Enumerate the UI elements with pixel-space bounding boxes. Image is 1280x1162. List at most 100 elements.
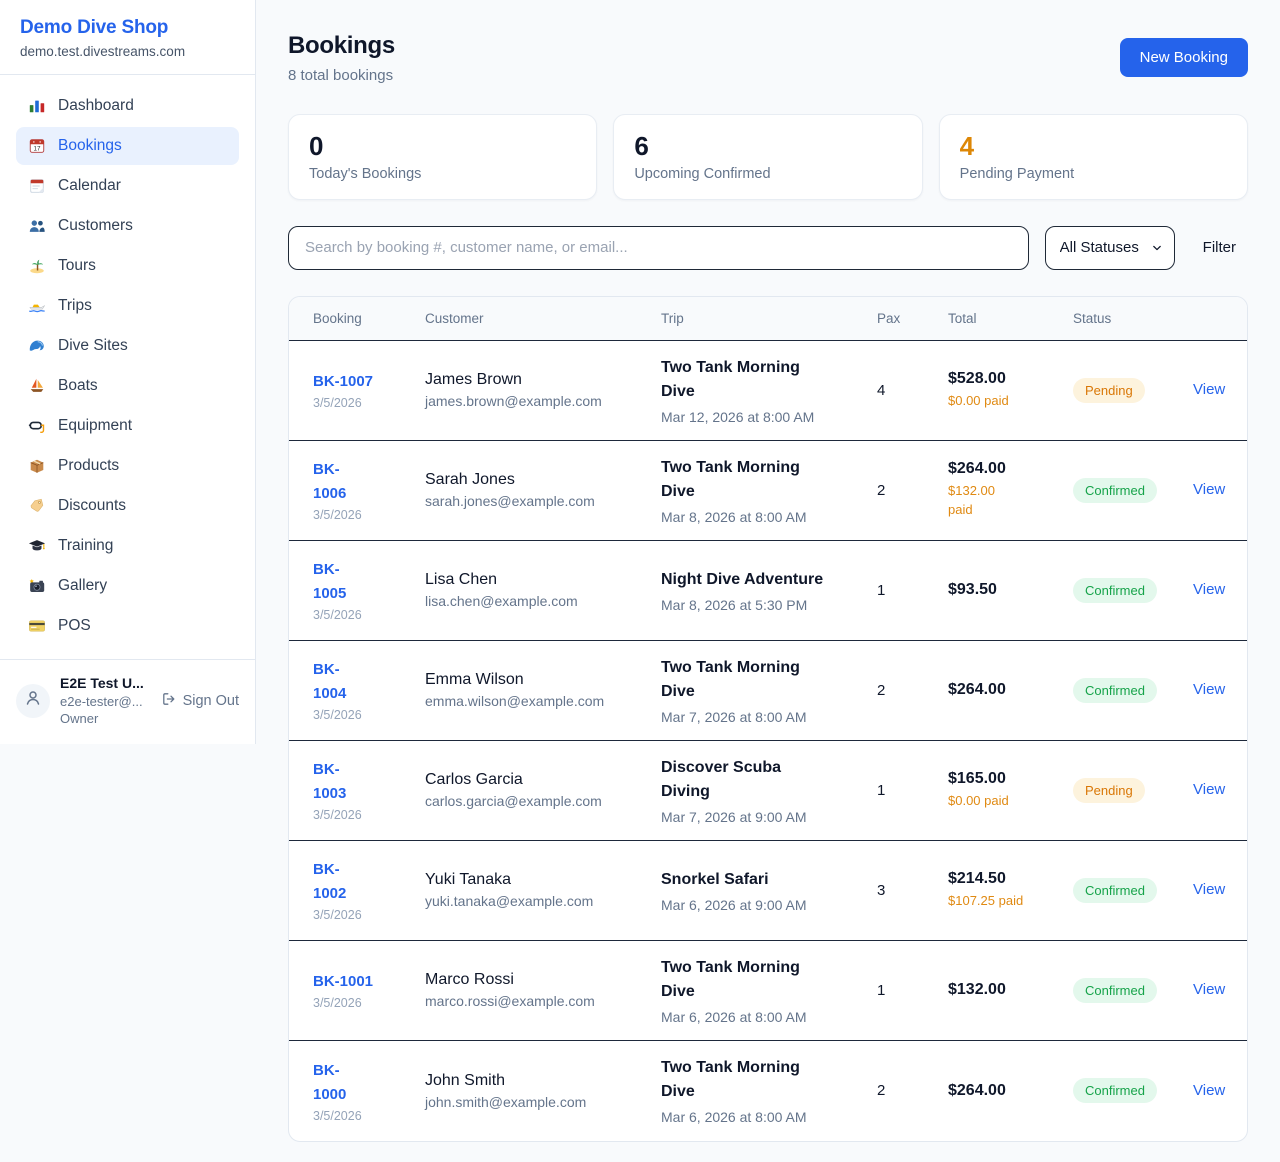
sidebar-item-tours[interactable]: Tours <box>16 247 239 285</box>
sidebar-item-dashboard[interactable]: Dashboard <box>16 87 239 125</box>
total-amount: $165.00 <box>948 769 1006 787</box>
sidebar-item-bookings[interactable]: 17 Bookings <box>16 127 239 165</box>
user-box: E2E Test U... e2e-tester@... Owner Sign … <box>0 659 255 744</box>
booking-cell: BK- 1003 3/5/2026 <box>313 758 425 822</box>
pax-count: 1 <box>877 781 886 799</box>
column-header-total: Total <box>948 310 977 326</box>
stat-label: Pending Payment <box>959 165 1075 182</box>
trip-datetime: Mar 8, 2026 at 5:30 PM <box>661 596 808 613</box>
stat-cards: 0 Today's Bookings 6 Upcoming Confirmed … <box>288 114 1248 200</box>
user-meta: E2E Test U... e2e-tester@... Owner <box>60 674 144 728</box>
booking-id-link[interactable]: BK-1007 <box>313 373 374 391</box>
booking-id-link[interactable]: BK- 1003 <box>313 761 347 803</box>
sidebar-item-dive-sites[interactable]: Dive Sites <box>16 327 239 365</box>
view-link[interactable]: View <box>1193 481 1226 499</box>
pax-count: 1 <box>877 981 886 999</box>
sign-out-button[interactable]: Sign Out <box>161 691 239 711</box>
paid-amount: $0.00 paid <box>948 792 1009 808</box>
trip-cell: Two Tank Morning Dive Mar 12, 2026 at 8:… <box>661 356 877 425</box>
sidebar-item-training[interactable]: Training <box>16 527 239 565</box>
filter-button[interactable]: Filter <box>1191 239 1248 256</box>
sidebar-nav: Dashboard 17 Bookings Calendar Customers… <box>0 75 255 659</box>
pax-count: 1 <box>877 581 886 599</box>
stat-card-pending-payment: 4 Pending Payment <box>938 114 1248 200</box>
table-row: BK- 1000 3/5/2026 John Smith john.smith@… <box>289 1041 1247 1141</box>
sidebar-item-pos[interactable]: POS <box>16 607 239 645</box>
pax-count: 2 <box>877 681 886 699</box>
status-filter-select[interactable]: All Statuses <box>1044 225 1175 270</box>
brand-block: Demo Dive Shop demo.test.divestreams.com <box>0 0 255 75</box>
status-badge: Confirmed <box>1073 877 1157 903</box>
trip-name: Night Dive Adventure <box>661 570 824 588</box>
total-cell: $528.00 $0.00 paid <box>948 370 1073 411</box>
total-amount: $214.50 <box>948 869 1006 887</box>
booking-id-link[interactable]: BK- 1000 <box>313 1061 347 1103</box>
booking-id-link[interactable]: BK- 1005 <box>313 561 347 603</box>
total-amount: $93.50 <box>948 581 997 599</box>
table-body: BK-1007 3/5/2026 James Brown james.brown… <box>289 341 1247 1141</box>
status-cell: Confirmed <box>1073 877 1193 903</box>
view-link[interactable]: View <box>1193 781 1226 799</box>
booking-id-link[interactable]: BK- 1004 <box>313 661 347 703</box>
view-link[interactable]: View <box>1193 881 1226 899</box>
column-header-status: Status <box>1073 310 1112 326</box>
calendar-icon <box>28 177 46 195</box>
booking-id-link[interactable]: BK-1001 <box>313 973 374 991</box>
search-input[interactable] <box>288 225 1029 270</box>
sidebar-item-label: Dashboard <box>58 97 134 114</box>
trip-name: Two Tank Morning Dive <box>661 1059 800 1101</box>
view-link[interactable]: View <box>1193 681 1226 699</box>
page-title: Bookings <box>288 32 395 59</box>
total-cell: $264.00 $132.00 paid <box>948 460 1073 520</box>
trip-datetime: Mar 12, 2026 at 8:00 AM <box>661 408 815 425</box>
people-icon <box>28 217 46 235</box>
booking-id-link[interactable]: BK- 1002 <box>313 861 347 903</box>
trip-cell: Two Tank Morning Dive Mar 8, 2026 at 8:0… <box>661 456 877 525</box>
customer-email: carlos.garcia@example.com <box>425 793 602 810</box>
booking-id-link[interactable]: BK- 1006 <box>313 461 347 503</box>
sidebar-item-boats[interactable]: Boats <box>16 367 239 405</box>
booking-date: 3/5/2026 <box>313 996 362 1011</box>
sidebar-item-label: Trips <box>58 297 92 314</box>
sidebar-item-calendar[interactable]: Calendar <box>16 167 239 205</box>
sidebar-item-customers[interactable]: Customers <box>16 207 239 245</box>
stat-value: 0 <box>309 131 324 161</box>
stat-value: 6 <box>634 131 649 161</box>
sidebar-item-label: Calendar <box>58 177 121 194</box>
view-link[interactable]: View <box>1193 581 1226 599</box>
view-link[interactable]: View <box>1193 381 1226 399</box>
total-cell: $264.00 <box>948 1082 1073 1100</box>
sidebar-item-label: Dive Sites <box>58 337 128 354</box>
total-cell: $214.50 $107.25 paid <box>948 870 1073 911</box>
customer-email: sarah.jones@example.com <box>425 493 595 510</box>
avatar <box>16 683 50 718</box>
graduation-cap-icon <box>28 537 46 555</box>
new-booking-button[interactable]: New Booking <box>1119 38 1248 77</box>
customer-name: Emma Wilson <box>425 671 524 689</box>
total-cell: $264.00 <box>948 681 1073 699</box>
trip-name: Snorkel Safari <box>661 870 769 888</box>
pax-count: 4 <box>877 381 886 399</box>
view-link[interactable]: View <box>1193 981 1226 999</box>
customer-email: john.smith@example.com <box>425 1093 587 1110</box>
table-row: BK- 1005 3/5/2026 Lisa Chen lisa.chen@ex… <box>289 541 1247 641</box>
booking-cell: BK- 1000 3/5/2026 <box>313 1059 425 1123</box>
sidebar-item-discounts[interactable]: Discounts <box>16 487 239 525</box>
sailboat-icon <box>28 377 46 395</box>
column-header-pax: Pax <box>877 310 901 326</box>
sidebar-item-gallery[interactable]: Gallery <box>16 567 239 605</box>
sidebar-item-equipment[interactable]: Equipment <box>16 407 239 445</box>
pax-count: 3 <box>877 881 886 899</box>
sidebar-item-label: POS <box>58 617 91 634</box>
column-header-trip: Trip <box>661 310 684 326</box>
sidebar-item-label: Boats <box>58 377 98 394</box>
sidebar-item-label: Tours <box>58 257 96 274</box>
sidebar-item-products[interactable]: Products <box>16 447 239 485</box>
page-header: Bookings 8 total bookings New Booking <box>288 32 1248 84</box>
view-link[interactable]: View <box>1193 1081 1226 1099</box>
paid-amount: $107.25 paid <box>948 892 1024 908</box>
booking-cell: BK-1001 3/5/2026 <box>313 970 425 1010</box>
action-cell: View <box>1193 981 1226 999</box>
total-cell: $132.00 <box>948 981 1073 999</box>
sidebar-item-trips[interactable]: Trips <box>16 287 239 325</box>
